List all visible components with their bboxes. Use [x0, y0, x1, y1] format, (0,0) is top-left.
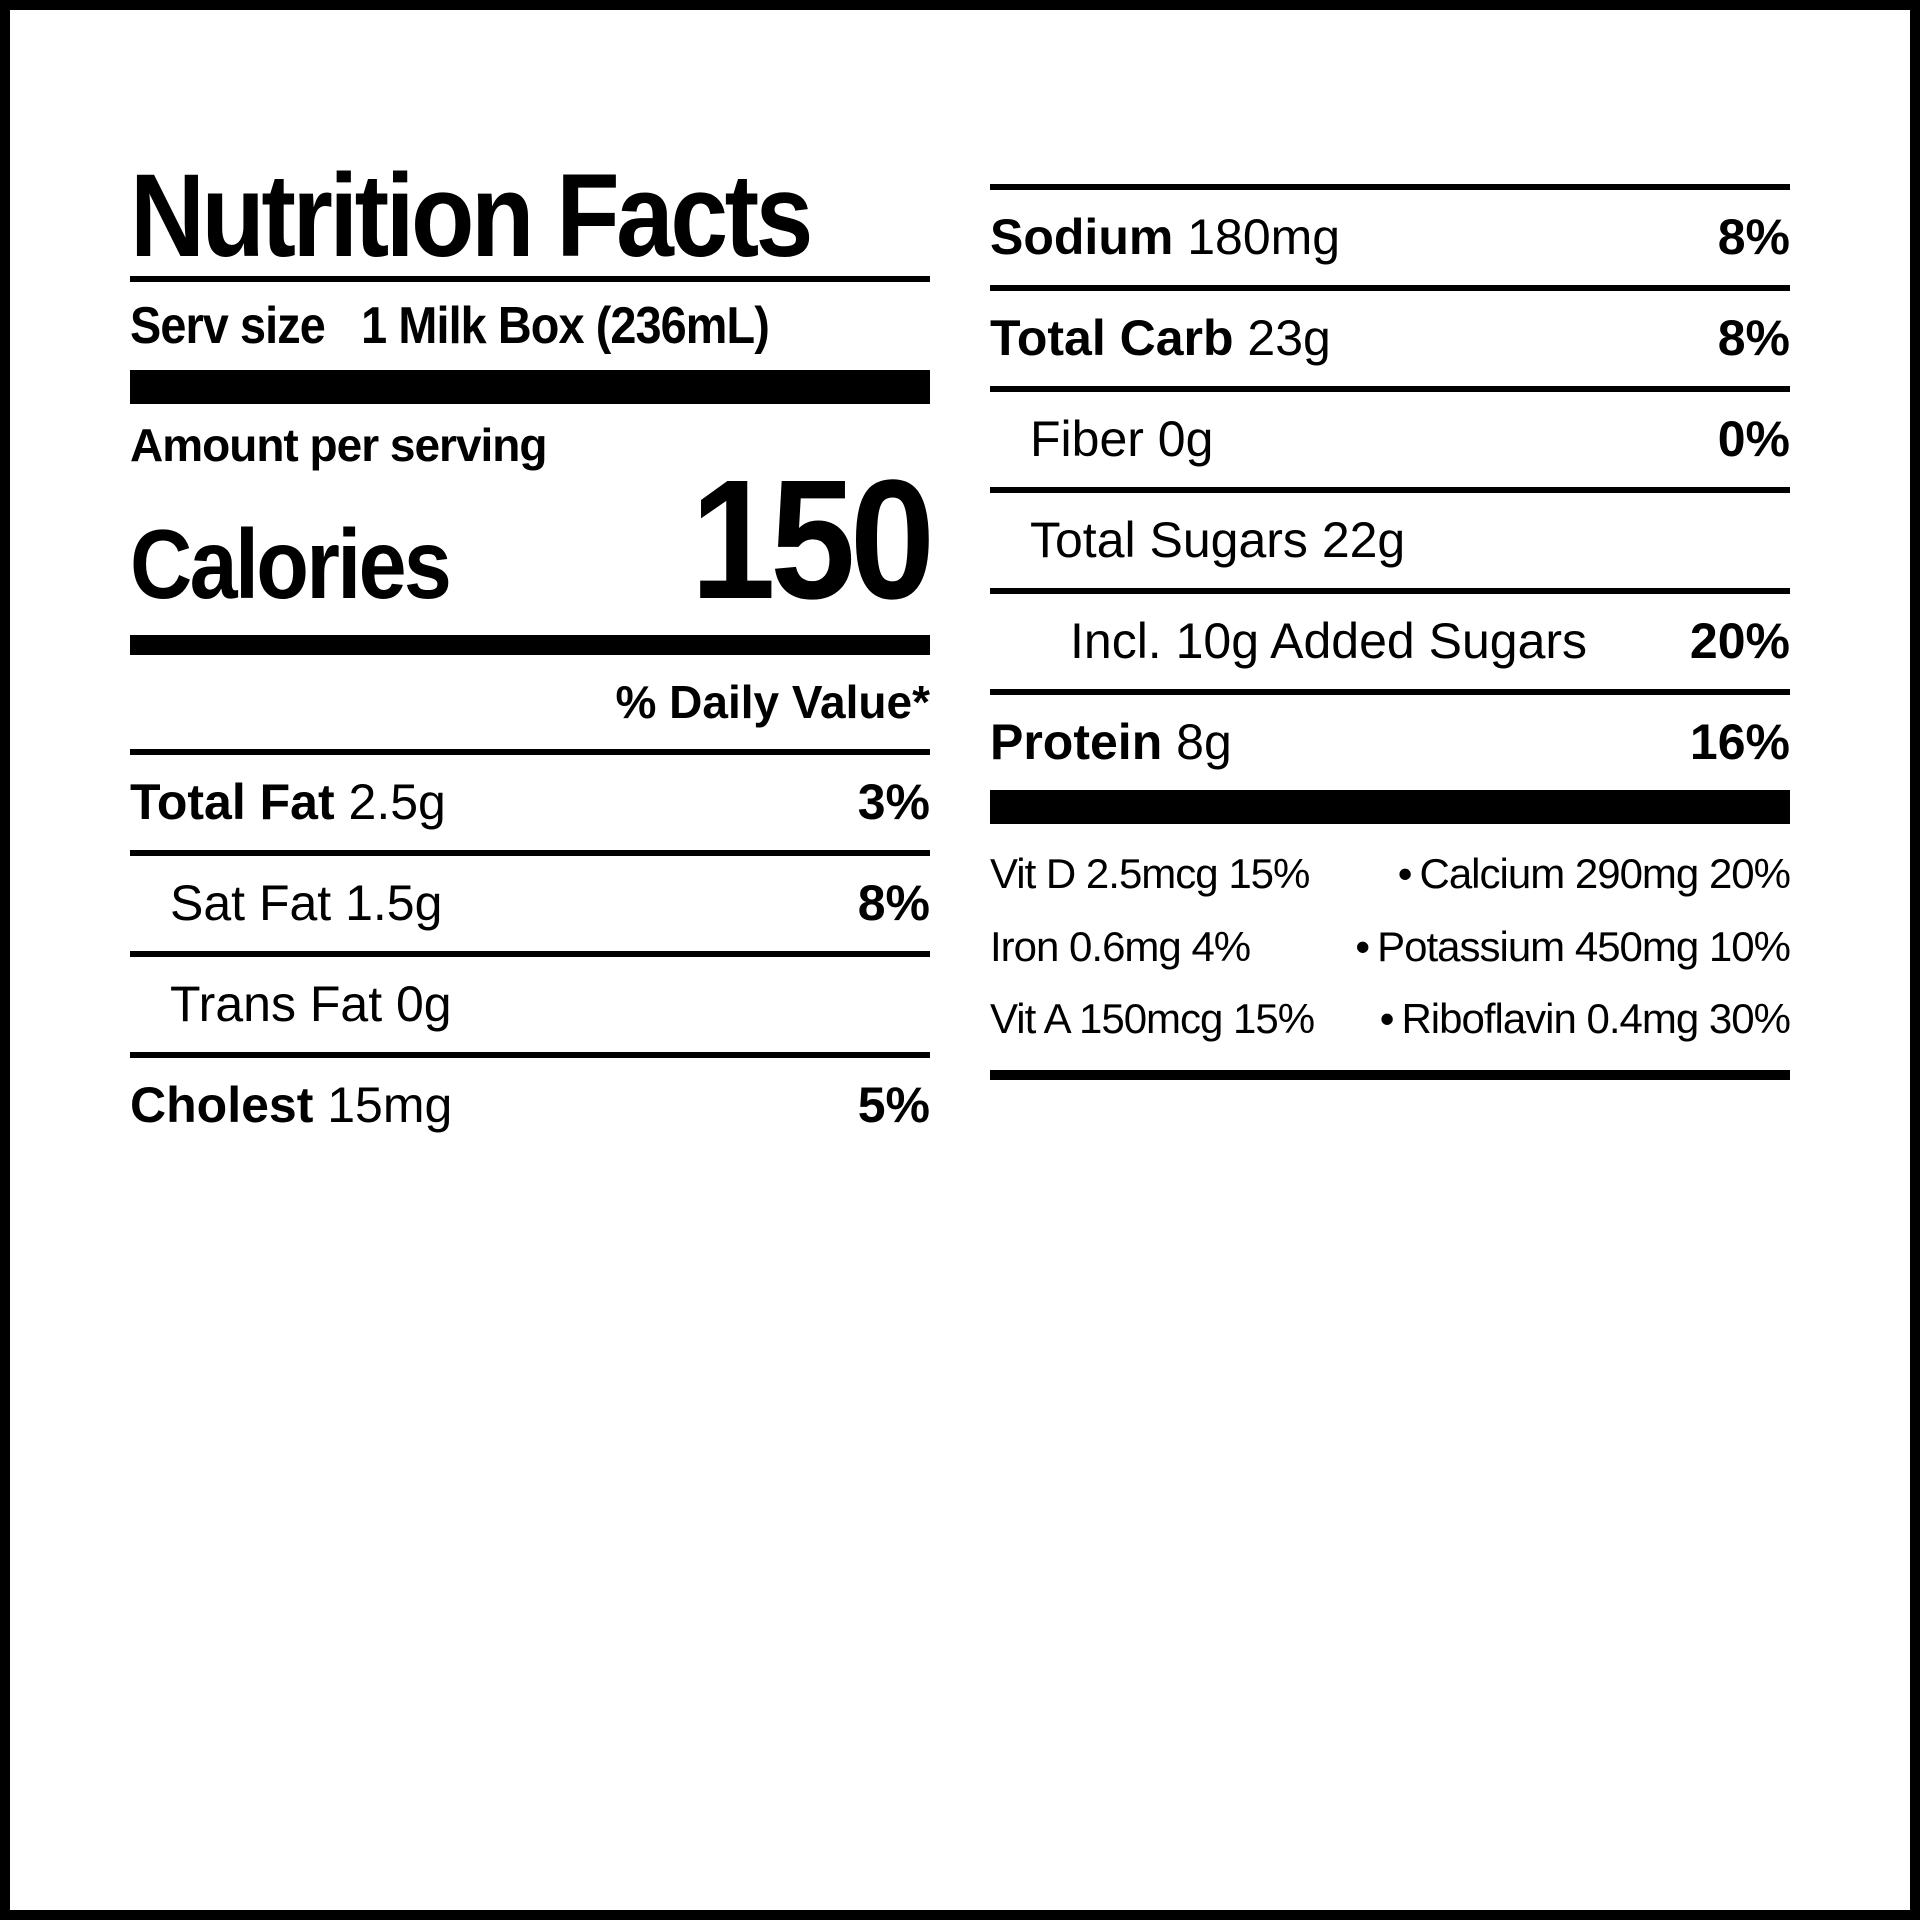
vitamin-right: •Calcium 290mg 20% — [1398, 848, 1790, 901]
rule-med — [990, 1070, 1790, 1080]
nutrient-row: Total Carb 23g 8% — [990, 305, 1790, 372]
nutrient-label: Incl. 10g Added Sugars — [1070, 614, 1587, 669]
nutrient-daily-value: 5% — [858, 1078, 930, 1133]
rule — [130, 1052, 930, 1058]
serving-size-row: Serv size 1 Milk Box (236mL) — [130, 296, 850, 356]
rule — [990, 285, 1790, 291]
bullet-icon: • — [1398, 850, 1420, 897]
rule — [990, 386, 1790, 392]
nutrient-label: Sat Fat 1.5g — [170, 876, 442, 931]
rule — [990, 487, 1790, 493]
nutrient-row: Incl. 10g Added Sugars 20% — [990, 608, 1790, 675]
vitamin-row: Vit A 150mcg 15% •Riboflavin 0.4mg 30% — [990, 983, 1790, 1056]
nutrient-daily-value: 20% — [1690, 614, 1790, 669]
nutrient-row: Trans Fat 0g — [130, 971, 930, 1038]
nutrient-row: Total Fat 2.5g 3% — [130, 769, 930, 836]
panel-title: Nutrition Facts — [130, 170, 834, 262]
vitamin-right: •Riboflavin 0.4mg 30% — [1380, 993, 1790, 1046]
nutrient-label: Sodium 180mg — [990, 210, 1340, 265]
rule — [990, 588, 1790, 594]
calories-value: 150 — [691, 472, 930, 608]
rule — [130, 850, 930, 856]
nutrient-row: Fiber 0g 0% — [990, 406, 1790, 473]
nutrient-row: Sat Fat 1.5g 8% — [130, 870, 930, 937]
nutrient-row: Total Sugars 22g — [990, 507, 1790, 574]
rule-thick — [130, 370, 930, 404]
nutrient-row: Protein 8g 16% — [990, 709, 1790, 776]
serving-size-value: 1 Milk Box (236mL) — [361, 297, 769, 355]
nutrient-daily-value: 8% — [858, 876, 930, 931]
rule — [130, 749, 930, 755]
vitamin-right: •Potassium 450mg 10% — [1355, 921, 1790, 974]
vitamin-left: Vit A 150mcg 15% — [990, 993, 1314, 1046]
vitamins-block: Vit D 2.5mcg 15% •Calcium 290mg 20% Iron 0… — [990, 838, 1790, 1056]
right-column: Sodium 180mg 8% Total Carb 23g 8% Fiber 0g 0%… — [990, 170, 1790, 1750]
bullet-icon: • — [1380, 995, 1402, 1042]
rule-xthick — [130, 635, 930, 655]
nutrient-row: Sodium 180mg 8% — [990, 204, 1790, 271]
serving-size-label: Serv size — [130, 297, 325, 355]
calories-row: Calories 150 — [130, 472, 930, 621]
nutrient-label: Protein 8g — [990, 715, 1232, 770]
nutrition-facts-panel: Nutrition Facts Serv size 1 Milk Box (23… — [0, 0, 1920, 1920]
nutrient-daily-value: 16% — [1690, 715, 1790, 770]
calories-label: Calories — [130, 508, 449, 621]
rule — [990, 184, 1790, 190]
left-column: Nutrition Facts Serv size 1 Milk Box (23… — [130, 170, 930, 1750]
rule — [990, 689, 1790, 695]
nutrient-label: Total Sugars 22g — [1030, 513, 1405, 568]
daily-value-header: % Daily Value* — [130, 669, 930, 735]
nutrient-row: Cholest 15mg 5% — [130, 1072, 930, 1139]
vitamin-left: Vit D 2.5mcg 15% — [990, 848, 1309, 901]
nutrient-label: Total Fat 2.5g — [130, 775, 446, 830]
vitamin-row: Vit D 2.5mcg 15% •Calcium 290mg 20% — [990, 838, 1790, 911]
nutrient-daily-value: 0% — [1718, 412, 1790, 467]
rule-thick — [990, 790, 1790, 824]
nutrient-daily-value: 3% — [858, 775, 930, 830]
nutrient-label: Fiber 0g — [1030, 412, 1213, 467]
right-nutrients: Sodium 180mg 8% Total Carb 23g 8% Fiber 0g 0%… — [990, 170, 1790, 776]
nutrient-label: Cholest 15mg — [130, 1078, 452, 1133]
nutrient-label: Total Carb 23g — [990, 311, 1331, 366]
rule — [130, 951, 930, 957]
vitamin-left: Iron 0.6mg 4% — [990, 921, 1250, 974]
nutrient-label: Trans Fat 0g — [170, 977, 452, 1032]
left-nutrients: Total Fat 2.5g 3% Sat Fat 1.5g 8% Trans Fat … — [130, 769, 930, 1139]
nutrient-daily-value: 8% — [1718, 311, 1790, 366]
bullet-icon: • — [1355, 923, 1377, 970]
vitamin-row: Iron 0.6mg 4% •Potassium 450mg 10% — [990, 911, 1790, 984]
nutrient-daily-value: 8% — [1718, 210, 1790, 265]
